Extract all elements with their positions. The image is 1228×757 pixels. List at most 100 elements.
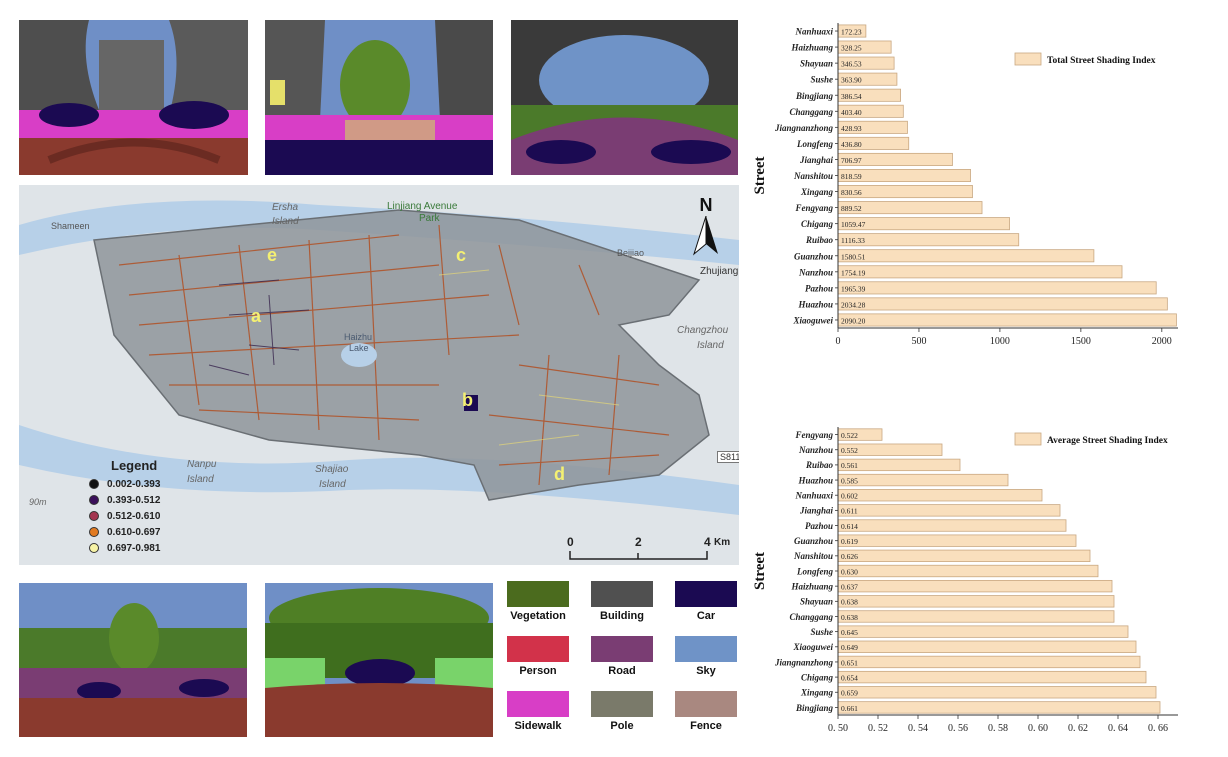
bar-value-label: 0.522	[841, 431, 858, 440]
bar	[837, 564, 1099, 578]
x-tick-label: 0. 56	[948, 723, 968, 734]
x-tick-label: 0. 50	[828, 723, 848, 734]
category-label: Nanhuaxi	[794, 27, 833, 37]
segmentation-label: Person	[519, 665, 557, 677]
segmentation-label: Vegetation	[510, 610, 566, 622]
legend-item: 0.697-0.981	[89, 540, 229, 556]
panorama-a: a	[19, 20, 248, 175]
category-label: Chigang	[801, 219, 834, 229]
segmentation-swatch	[507, 581, 569, 607]
segmentation-class: Pole	[591, 691, 653, 732]
segmentation-swatch	[675, 581, 737, 607]
x-tick-label: 0. 60	[1028, 723, 1048, 734]
segmentation-label: Car	[696, 610, 716, 622]
bar	[837, 610, 1115, 623]
category-label: Sushe	[810, 627, 833, 637]
scalebar-tick: 2	[635, 535, 642, 549]
x-tick-label: 0. 66	[1148, 723, 1168, 734]
segmentation-label: Road	[608, 665, 636, 677]
category-label: Fengyang	[794, 203, 833, 213]
place-label: Changzhou	[677, 325, 729, 336]
panorama-e: e	[265, 583, 493, 737]
segmentation-swatch	[675, 691, 737, 717]
segmentation-swatch	[675, 636, 737, 662]
bar	[837, 655, 1141, 669]
category-label: Nanshitou	[793, 171, 833, 181]
segmentation-swatch	[507, 691, 569, 717]
bar-value-label: 0.645	[841, 628, 858, 637]
bar-value-label: 1965.39	[841, 284, 866, 293]
y-axis-label: Street	[752, 156, 768, 194]
bar-value-label: 403.40	[841, 108, 862, 117]
panorama-c: c	[511, 20, 738, 175]
legend-item: 0.512-0.610	[89, 508, 229, 524]
place-label: Island	[272, 216, 299, 227]
bar-value-label: 830.56	[841, 188, 862, 197]
map-marker-a: a	[251, 306, 262, 326]
x-tick-label: 0. 58	[988, 723, 1008, 734]
category-label: Xiaoguwei	[792, 642, 833, 652]
bar-value-label: 0.651	[841, 658, 858, 667]
segmentation-class: Car	[675, 581, 737, 622]
bar	[837, 281, 1157, 295]
x-tick-label: 0	[836, 336, 841, 347]
place-label: Shajiao	[315, 464, 349, 475]
place-label: Lake	[349, 343, 369, 353]
bar	[837, 249, 1095, 263]
category-label: Pazhou	[805, 283, 833, 293]
place-label: Ersha	[272, 202, 299, 213]
legend-swatch	[89, 527, 99, 537]
legend-item: 0.610-0.697	[89, 524, 229, 540]
segmentation-label: Sidewalk	[514, 720, 562, 732]
x-tick-label: 0. 54	[908, 723, 928, 734]
segmentation-class: Vegetation	[507, 581, 569, 622]
bar-value-label: 346.53	[841, 60, 862, 69]
place-label: Nanpu	[187, 459, 217, 470]
category-label: Longfeng	[796, 139, 834, 149]
category-label: Xingang	[800, 187, 834, 197]
category-label: Jianghai	[799, 506, 834, 516]
bar	[837, 534, 1077, 547]
category-label: Guanzhou	[794, 251, 833, 261]
bar-value-label: 436.80	[841, 140, 862, 149]
legend-label: 0.002-0.393	[107, 478, 161, 490]
segmentation-swatch	[591, 691, 653, 717]
category-label: Changgang	[789, 107, 833, 117]
category-label: Haizhuang	[790, 581, 833, 591]
scalebar: 0 2 4 Km	[567, 535, 730, 561]
place-label: Zhujiang	[700, 266, 739, 277]
place-label: Haizhu	[344, 332, 373, 342]
bar-value-label: 0.614	[841, 522, 858, 531]
map-marker-c: c	[456, 245, 467, 265]
segmentation-swatch	[507, 636, 569, 662]
bar-value-label: 328.25	[841, 44, 862, 53]
place-label: Island	[187, 474, 214, 485]
bar	[837, 265, 1123, 279]
category-label: Shayuan	[800, 597, 833, 607]
bar-value-label: 428.93	[841, 124, 862, 133]
bar-value-label: 0.611	[841, 507, 858, 516]
category-label: Shayuan	[800, 59, 833, 69]
legend-label: 0.393-0.512	[107, 494, 161, 506]
legend-label: Average Street Shading Index	[1047, 436, 1168, 446]
category-label: Huazhou	[797, 299, 833, 309]
bar	[837, 489, 1043, 502]
bar-value-label: 0.659	[841, 689, 858, 698]
y-axis-label: Street	[752, 552, 768, 590]
north-label: N	[699, 195, 713, 215]
bar-value-label: 1754.19	[841, 268, 866, 277]
category-label: Haizhuang	[790, 43, 833, 53]
segmentation-class: Fence	[675, 691, 737, 732]
segmentation-class: Building	[591, 581, 653, 622]
legend-label: 0.697-0.981	[107, 542, 161, 554]
x-tick-label: 0. 64	[1108, 723, 1128, 734]
segmentation-swatch	[591, 636, 653, 662]
place-label: Island	[697, 340, 724, 351]
scalebar-tick: 4	[704, 535, 711, 549]
category-label: Pazhou	[805, 521, 833, 531]
category-label: Ruibao	[805, 460, 834, 470]
segmentation-class: Sky	[675, 636, 737, 677]
segmentation-label: Sky	[696, 665, 716, 677]
category-label: Chigang	[801, 672, 834, 682]
category-label: Nanhuaxi	[794, 491, 833, 501]
